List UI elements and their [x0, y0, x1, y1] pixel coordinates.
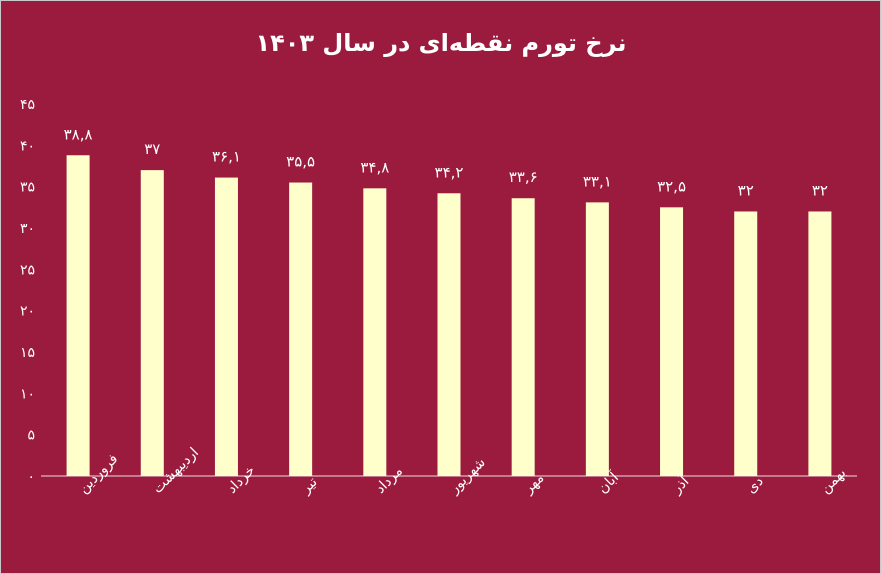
data-label: ۳۵,۵ — [286, 153, 315, 171]
data-label: ۳۳,۶ — [509, 168, 538, 186]
data-label: ۳۲ — [812, 181, 828, 199]
y-axis-ticks: ۰ ۵ ۱۰ ۱۵ ۲۰ ۲۵ ۳۰ ۳۵ ۴۰ ۴۵ — [20, 97, 35, 485]
bar — [363, 188, 387, 476]
bar — [66, 155, 90, 476]
y-tick-label: ۱۰ — [20, 386, 35, 402]
data-label: ۳۴,۸ — [360, 158, 389, 176]
x-tick-label: تیر — [297, 474, 320, 497]
bar — [214, 177, 238, 476]
y-tick-label: ۲۵ — [20, 262, 35, 278]
x-tick-label: دی — [743, 473, 766, 496]
bar — [511, 198, 535, 477]
bar — [660, 207, 684, 477]
data-labels: ۳۸,۸ ۳۷ ۳۶,۱ ۳۵,۵ ۳۴,۸ ۳۴,۲ ۳۳,۶ ۳۳,۱ ۳۲,۵ ۳۲ ۳۲ — [64, 125, 828, 199]
x-axis-ticks: فروردین اردیبهشت خرداد تیر مرداد شهریور مهر آبا… — [76, 445, 850, 498]
y-tick-label: ۵ — [27, 428, 35, 444]
bar — [585, 202, 609, 476]
y-tick-label: ۳۵ — [20, 180, 35, 196]
y-tick-label: ۱۵ — [20, 345, 35, 361]
y-tick-label: ۳۰ — [20, 221, 35, 237]
bar — [808, 211, 832, 476]
data-label: ۳۲,۵ — [657, 177, 686, 195]
y-tick-label: ۲۰ — [20, 304, 35, 320]
data-label: ۳۲ — [738, 181, 754, 199]
bars — [66, 155, 832, 477]
bar — [734, 211, 758, 476]
data-label: ۳۴,۲ — [435, 163, 464, 181]
chart-title: نرخ تورم نقطه‌ای در سال ۱۴۰۳ — [255, 29, 626, 57]
bar — [140, 170, 164, 476]
y-tick-label: ۰ — [27, 469, 35, 485]
data-label: ۳۳,۱ — [583, 172, 612, 190]
data-label: ۳۸,۸ — [64, 125, 93, 143]
bar — [289, 182, 313, 477]
bar — [437, 193, 461, 476]
data-label: ۳۶,۱ — [212, 148, 241, 166]
y-tick-label: ۴۵ — [20, 97, 35, 113]
data-label: ۳۷ — [144, 140, 160, 158]
y-tick-label: ۴۰ — [20, 138, 35, 154]
